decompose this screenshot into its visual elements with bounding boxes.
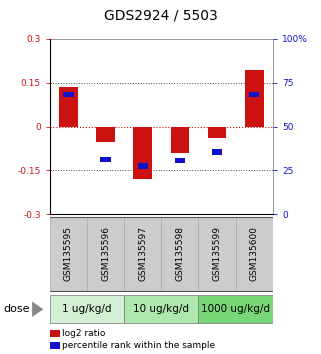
- Bar: [212, 149, 222, 155]
- Text: 10 ug/kg/d: 10 ug/kg/d: [133, 304, 189, 314]
- Bar: [198, 217, 236, 291]
- Bar: [59, 87, 78, 127]
- Text: 1 ug/kg/d: 1 ug/kg/d: [62, 304, 112, 314]
- Bar: [87, 217, 124, 291]
- Bar: [245, 70, 264, 127]
- Text: GSM135598: GSM135598: [175, 227, 184, 281]
- Text: GDS2924 / 5503: GDS2924 / 5503: [104, 9, 217, 23]
- Bar: [208, 127, 226, 138]
- Bar: [124, 295, 198, 323]
- Bar: [198, 295, 273, 323]
- Bar: [50, 330, 60, 337]
- Bar: [175, 158, 185, 163]
- Text: GSM135596: GSM135596: [101, 227, 110, 281]
- Text: GSM135597: GSM135597: [138, 227, 147, 281]
- Bar: [50, 217, 87, 291]
- Text: GSM135599: GSM135599: [213, 227, 221, 281]
- Bar: [100, 157, 111, 162]
- Bar: [124, 217, 161, 291]
- Bar: [170, 127, 189, 153]
- Bar: [63, 92, 74, 97]
- Bar: [134, 127, 152, 178]
- Bar: [249, 92, 259, 97]
- Text: GSM135595: GSM135595: [64, 227, 73, 281]
- Bar: [236, 217, 273, 291]
- Polygon shape: [32, 302, 43, 317]
- Bar: [161, 217, 198, 291]
- Bar: [96, 127, 115, 142]
- Text: dose: dose: [3, 304, 30, 314]
- Bar: [50, 342, 60, 349]
- Bar: [50, 295, 124, 323]
- Text: 1000 ug/kg/d: 1000 ug/kg/d: [201, 304, 270, 314]
- Text: log2 ratio: log2 ratio: [62, 329, 106, 338]
- Text: percentile rank within the sample: percentile rank within the sample: [62, 341, 215, 350]
- Text: GSM135600: GSM135600: [250, 227, 259, 281]
- Bar: [137, 163, 148, 169]
